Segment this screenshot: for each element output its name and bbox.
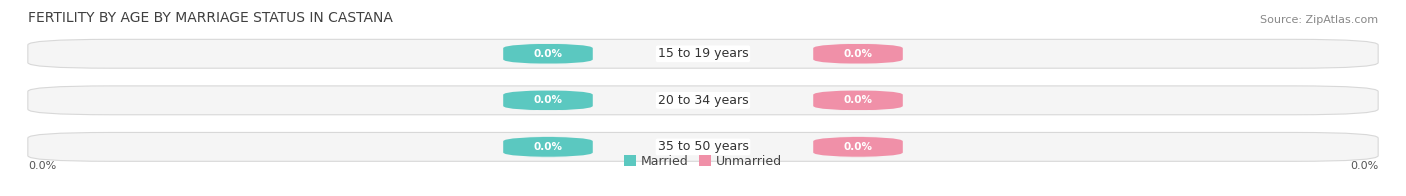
Text: 0.0%: 0.0% (844, 142, 873, 152)
Text: FERTILITY BY AGE BY MARRIAGE STATUS IN CASTANA: FERTILITY BY AGE BY MARRIAGE STATUS IN C… (28, 11, 392, 25)
Text: 0.0%: 0.0% (533, 49, 562, 59)
FancyBboxPatch shape (813, 44, 903, 64)
FancyBboxPatch shape (503, 137, 593, 157)
Text: 0.0%: 0.0% (533, 142, 562, 152)
FancyBboxPatch shape (813, 137, 903, 157)
FancyBboxPatch shape (28, 39, 1378, 68)
Text: 20 to 34 years: 20 to 34 years (658, 94, 748, 107)
Text: 0.0%: 0.0% (28, 161, 56, 171)
FancyBboxPatch shape (503, 44, 593, 64)
Text: 0.0%: 0.0% (844, 49, 873, 59)
Text: 0.0%: 0.0% (533, 95, 562, 105)
Text: 15 to 19 years: 15 to 19 years (658, 47, 748, 60)
Text: Source: ZipAtlas.com: Source: ZipAtlas.com (1260, 15, 1378, 25)
FancyBboxPatch shape (503, 90, 593, 111)
Legend: Married, Unmarried: Married, Unmarried (623, 154, 783, 169)
FancyBboxPatch shape (28, 132, 1378, 161)
Text: 35 to 50 years: 35 to 50 years (658, 140, 748, 153)
FancyBboxPatch shape (813, 90, 903, 111)
Text: 0.0%: 0.0% (844, 95, 873, 105)
Text: 0.0%: 0.0% (1350, 161, 1378, 171)
FancyBboxPatch shape (28, 86, 1378, 115)
